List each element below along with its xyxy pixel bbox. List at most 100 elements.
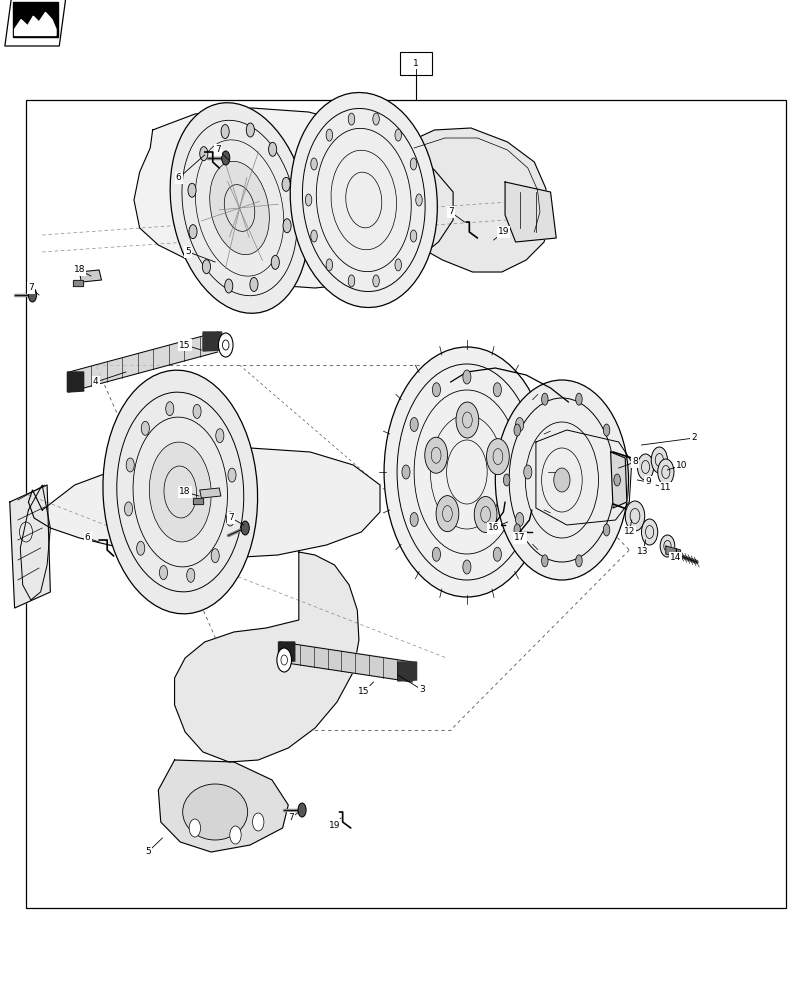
Text: 17: 17 <box>513 534 525 542</box>
Ellipse shape <box>326 259 333 271</box>
Ellipse shape <box>200 147 208 161</box>
Ellipse shape <box>159 566 167 580</box>
Text: 16: 16 <box>487 524 499 532</box>
Ellipse shape <box>394 259 401 271</box>
Polygon shape <box>665 546 680 558</box>
Ellipse shape <box>141 421 149 435</box>
Text: 18: 18 <box>179 488 191 496</box>
Ellipse shape <box>415 194 422 206</box>
Text: 3: 3 <box>418 686 425 694</box>
Ellipse shape <box>657 459 673 485</box>
Polygon shape <box>5 0 66 46</box>
Ellipse shape <box>298 803 306 817</box>
Ellipse shape <box>436 496 458 532</box>
Ellipse shape <box>410 512 418 526</box>
Ellipse shape <box>281 177 290 191</box>
Ellipse shape <box>515 418 523 432</box>
Polygon shape <box>28 448 380 558</box>
Ellipse shape <box>305 194 311 206</box>
Ellipse shape <box>136 541 144 555</box>
Polygon shape <box>278 642 294 662</box>
Ellipse shape <box>124 502 132 516</box>
Ellipse shape <box>241 521 249 535</box>
Bar <box>399 52 431 75</box>
Ellipse shape <box>486 439 508 475</box>
Text: 19: 19 <box>328 820 340 830</box>
Ellipse shape <box>659 535 674 557</box>
Polygon shape <box>158 760 288 852</box>
Text: 18: 18 <box>74 265 85 274</box>
Text: 15: 15 <box>179 340 191 350</box>
Polygon shape <box>134 108 453 288</box>
Ellipse shape <box>513 424 520 436</box>
Ellipse shape <box>513 524 520 536</box>
Text: 7: 7 <box>28 284 34 292</box>
Ellipse shape <box>348 113 354 125</box>
Ellipse shape <box>277 648 291 672</box>
Polygon shape <box>174 552 358 762</box>
Ellipse shape <box>271 255 279 269</box>
Ellipse shape <box>523 465 531 479</box>
Ellipse shape <box>230 826 241 844</box>
Ellipse shape <box>226 512 234 526</box>
Polygon shape <box>504 182 556 242</box>
Ellipse shape <box>187 568 195 582</box>
Ellipse shape <box>189 819 200 837</box>
Ellipse shape <box>170 103 308 313</box>
Polygon shape <box>397 662 416 681</box>
Ellipse shape <box>290 92 437 308</box>
Text: 7: 7 <box>214 145 221 154</box>
Polygon shape <box>193 498 203 504</box>
Text: 15: 15 <box>358 688 369 696</box>
Ellipse shape <box>492 547 500 561</box>
Ellipse shape <box>410 418 418 432</box>
Text: 7: 7 <box>447 208 453 217</box>
Ellipse shape <box>28 288 36 302</box>
Polygon shape <box>610 452 626 508</box>
Ellipse shape <box>474 496 496 532</box>
Ellipse shape <box>462 560 470 574</box>
Ellipse shape <box>218 333 233 357</box>
Text: 11: 11 <box>659 484 671 492</box>
Polygon shape <box>13 2 58 37</box>
Ellipse shape <box>575 393 581 405</box>
Ellipse shape <box>250 277 258 291</box>
Ellipse shape <box>624 501 644 531</box>
Ellipse shape <box>503 474 509 486</box>
Text: 7: 7 <box>287 814 294 822</box>
Bar <box>26 100 785 908</box>
Ellipse shape <box>575 555 581 567</box>
Ellipse shape <box>424 437 447 473</box>
Ellipse shape <box>348 275 354 287</box>
Ellipse shape <box>541 393 547 405</box>
Text: 10: 10 <box>676 460 687 470</box>
Ellipse shape <box>189 225 197 239</box>
Ellipse shape <box>492 383 500 397</box>
Text: 9: 9 <box>644 478 650 487</box>
Ellipse shape <box>149 442 211 542</box>
Polygon shape <box>280 642 414 682</box>
Polygon shape <box>535 430 631 525</box>
Ellipse shape <box>225 279 233 293</box>
Ellipse shape <box>410 158 416 170</box>
Ellipse shape <box>462 370 470 384</box>
Polygon shape <box>401 128 550 272</box>
Ellipse shape <box>209 161 269 255</box>
Ellipse shape <box>165 402 174 416</box>
Text: 19: 19 <box>497 228 508 236</box>
Polygon shape <box>203 332 221 351</box>
Ellipse shape <box>372 275 379 287</box>
Text: 14: 14 <box>669 554 680 562</box>
Ellipse shape <box>650 447 667 473</box>
Ellipse shape <box>431 547 440 561</box>
Ellipse shape <box>211 549 219 563</box>
Text: 4: 4 <box>93 377 98 386</box>
Ellipse shape <box>202 260 210 274</box>
Ellipse shape <box>372 113 379 125</box>
Text: 5: 5 <box>144 848 151 856</box>
Ellipse shape <box>495 380 628 580</box>
Ellipse shape <box>311 230 317 242</box>
Ellipse shape <box>221 125 229 139</box>
Text: 1: 1 <box>412 58 418 68</box>
Polygon shape <box>20 485 50 600</box>
